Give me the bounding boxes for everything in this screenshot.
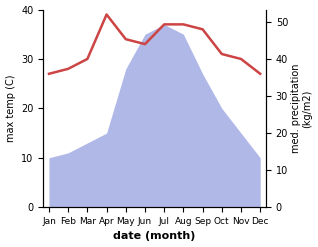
Y-axis label: med. precipitation
(kg/m2): med. precipitation (kg/m2) xyxy=(291,64,313,153)
Y-axis label: max temp (C): max temp (C) xyxy=(5,75,16,142)
X-axis label: date (month): date (month) xyxy=(114,231,196,242)
